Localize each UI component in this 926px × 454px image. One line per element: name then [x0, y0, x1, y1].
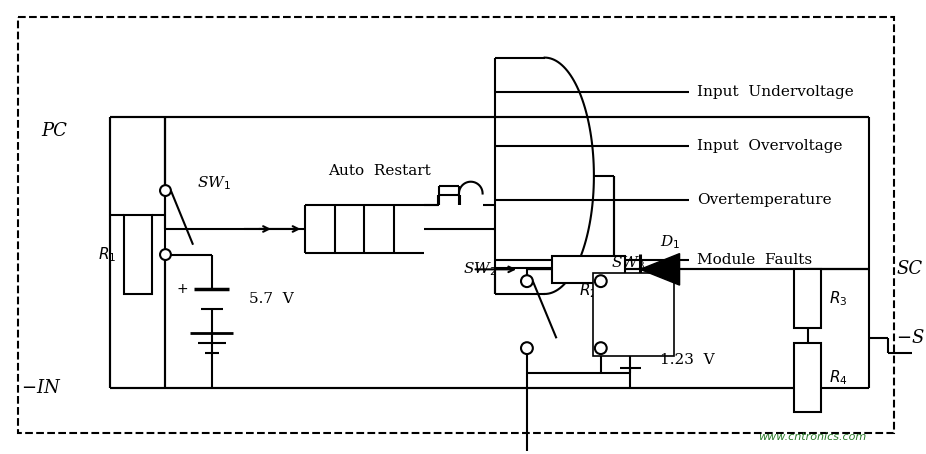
Bar — [124, 215, 152, 294]
Bar — [593, 273, 674, 356]
Text: PC: PC — [42, 123, 67, 140]
Circle shape — [160, 249, 171, 260]
Text: SW$_1$: SW$_1$ — [197, 174, 231, 192]
Text: www.cntronics.com: www.cntronics.com — [758, 432, 867, 442]
Circle shape — [521, 275, 532, 287]
Text: Overtemperature: Overtemperature — [697, 193, 832, 207]
Text: $-$S: $-$S — [896, 329, 925, 347]
Text: SW$_3$: SW$_3$ — [610, 255, 644, 272]
Text: $+$: $+$ — [594, 343, 607, 357]
Text: Input  Undervoltage: Input Undervoltage — [697, 85, 854, 99]
Circle shape — [594, 342, 607, 354]
Text: D$_1$: D$_1$ — [659, 233, 680, 251]
Text: SC: SC — [896, 260, 922, 278]
Text: $+$: $+$ — [176, 282, 188, 296]
Text: Module  Faults: Module Faults — [697, 252, 812, 266]
Circle shape — [160, 185, 171, 196]
Text: $R_1$: $R_1$ — [98, 245, 117, 264]
Text: Input  Overvoltage: Input Overvoltage — [697, 139, 843, 153]
Text: 5.7  V: 5.7 V — [249, 292, 294, 306]
Bar — [552, 256, 625, 283]
Text: $-$IN: $-$IN — [21, 379, 62, 396]
Text: $R_3$: $R_3$ — [830, 290, 848, 308]
Text: $R_4$: $R_4$ — [830, 368, 848, 387]
Circle shape — [594, 275, 607, 287]
Text: 1.23  V: 1.23 V — [660, 353, 715, 367]
Text: $R_2$: $R_2$ — [579, 281, 597, 301]
Text: Auto  Restart: Auto Restart — [328, 164, 431, 178]
Bar — [794, 269, 821, 328]
Circle shape — [521, 342, 532, 354]
Polygon shape — [640, 254, 680, 285]
Bar — [794, 343, 821, 412]
Text: SW$_2$: SW$_2$ — [463, 261, 497, 278]
